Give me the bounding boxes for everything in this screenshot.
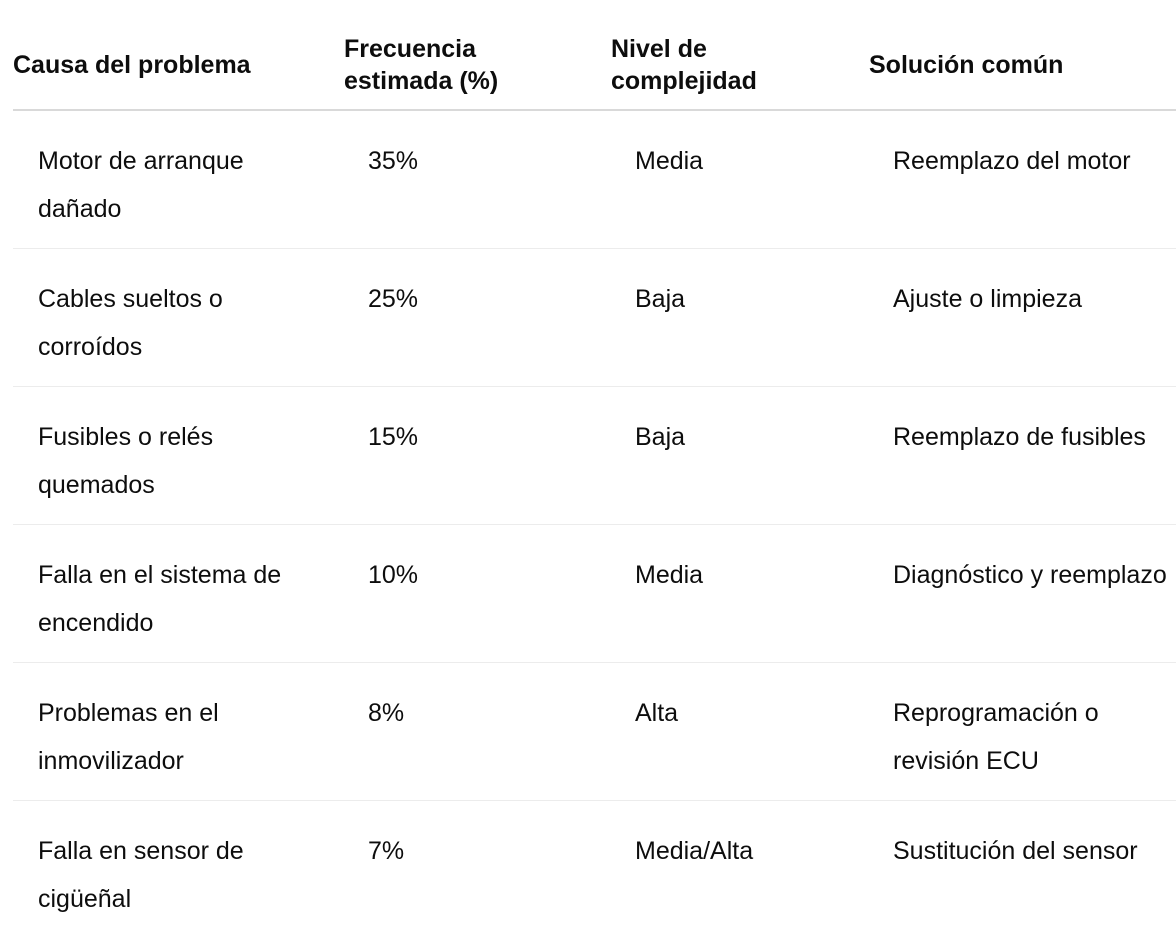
cell-complexity: Alta xyxy=(635,699,679,727)
table-row: Motor de arranque dañado 35% Media Reemp… xyxy=(13,111,1176,249)
header-complexity: Nivel de complejidad xyxy=(611,35,757,95)
cell-solution: Ajuste o limpieza xyxy=(893,285,1082,313)
table-row: Falla en el sistema de encendido 10% Med… xyxy=(13,525,1176,663)
cell-cause: Falla en sensor de cigüeñal xyxy=(38,837,244,913)
cell-complexity: Baja xyxy=(635,423,686,451)
cell-solution: Sustitución del sensor xyxy=(893,837,1138,865)
table-row: Falla en sensor de cigüeñal 7% Media/Alt… xyxy=(13,801,1176,939)
cell-cause: Falla en el sistema de encendido xyxy=(38,561,282,637)
diagnosis-table: Causa del problema Frecuencia estimada (… xyxy=(13,0,1176,939)
cell-complexity: Media xyxy=(635,561,704,589)
header-solution: Solución común xyxy=(869,51,1064,79)
cell-solution: Reprogramación o revisión ECU xyxy=(893,699,1099,775)
cell-frequency: 35% xyxy=(368,147,419,175)
cell-cause: Fusibles o relés quemados xyxy=(38,423,214,499)
header-cause: Causa del problema xyxy=(13,51,251,79)
cell-cause: Cables sueltos o corroídos xyxy=(38,285,223,361)
cell-complexity: Media/Alta xyxy=(635,837,754,865)
cell-solution: Diagnóstico y reemplazo xyxy=(893,561,1167,589)
cell-cause: Problemas en el inmovilizador xyxy=(38,699,219,775)
cell-solution: Reemplazo de fusibles xyxy=(893,423,1146,451)
table-row: Fusibles o relés quemados 15% Baja Reemp… xyxy=(13,387,1176,525)
cell-frequency: 10% xyxy=(368,561,419,589)
cell-frequency: 8% xyxy=(368,699,405,727)
table-header: Causa del problema Frecuencia estimada (… xyxy=(13,0,1176,111)
table-row: Problemas en el inmovilizador 8% Alta Re… xyxy=(13,663,1176,801)
cell-solution: Reemplazo del motor xyxy=(893,147,1131,175)
cell-frequency: 15% xyxy=(368,423,419,451)
cell-cause: Motor de arranque dañado xyxy=(38,147,244,223)
cell-frequency: 25% xyxy=(368,285,419,313)
table-row: Cables sueltos o corroídos 25% Baja Ajus… xyxy=(13,249,1176,387)
header-frequency: Frecuencia estimada (%) xyxy=(344,35,499,95)
cell-complexity: Media xyxy=(635,147,704,175)
cell-complexity: Baja xyxy=(635,285,686,313)
cell-frequency: 7% xyxy=(368,837,405,865)
